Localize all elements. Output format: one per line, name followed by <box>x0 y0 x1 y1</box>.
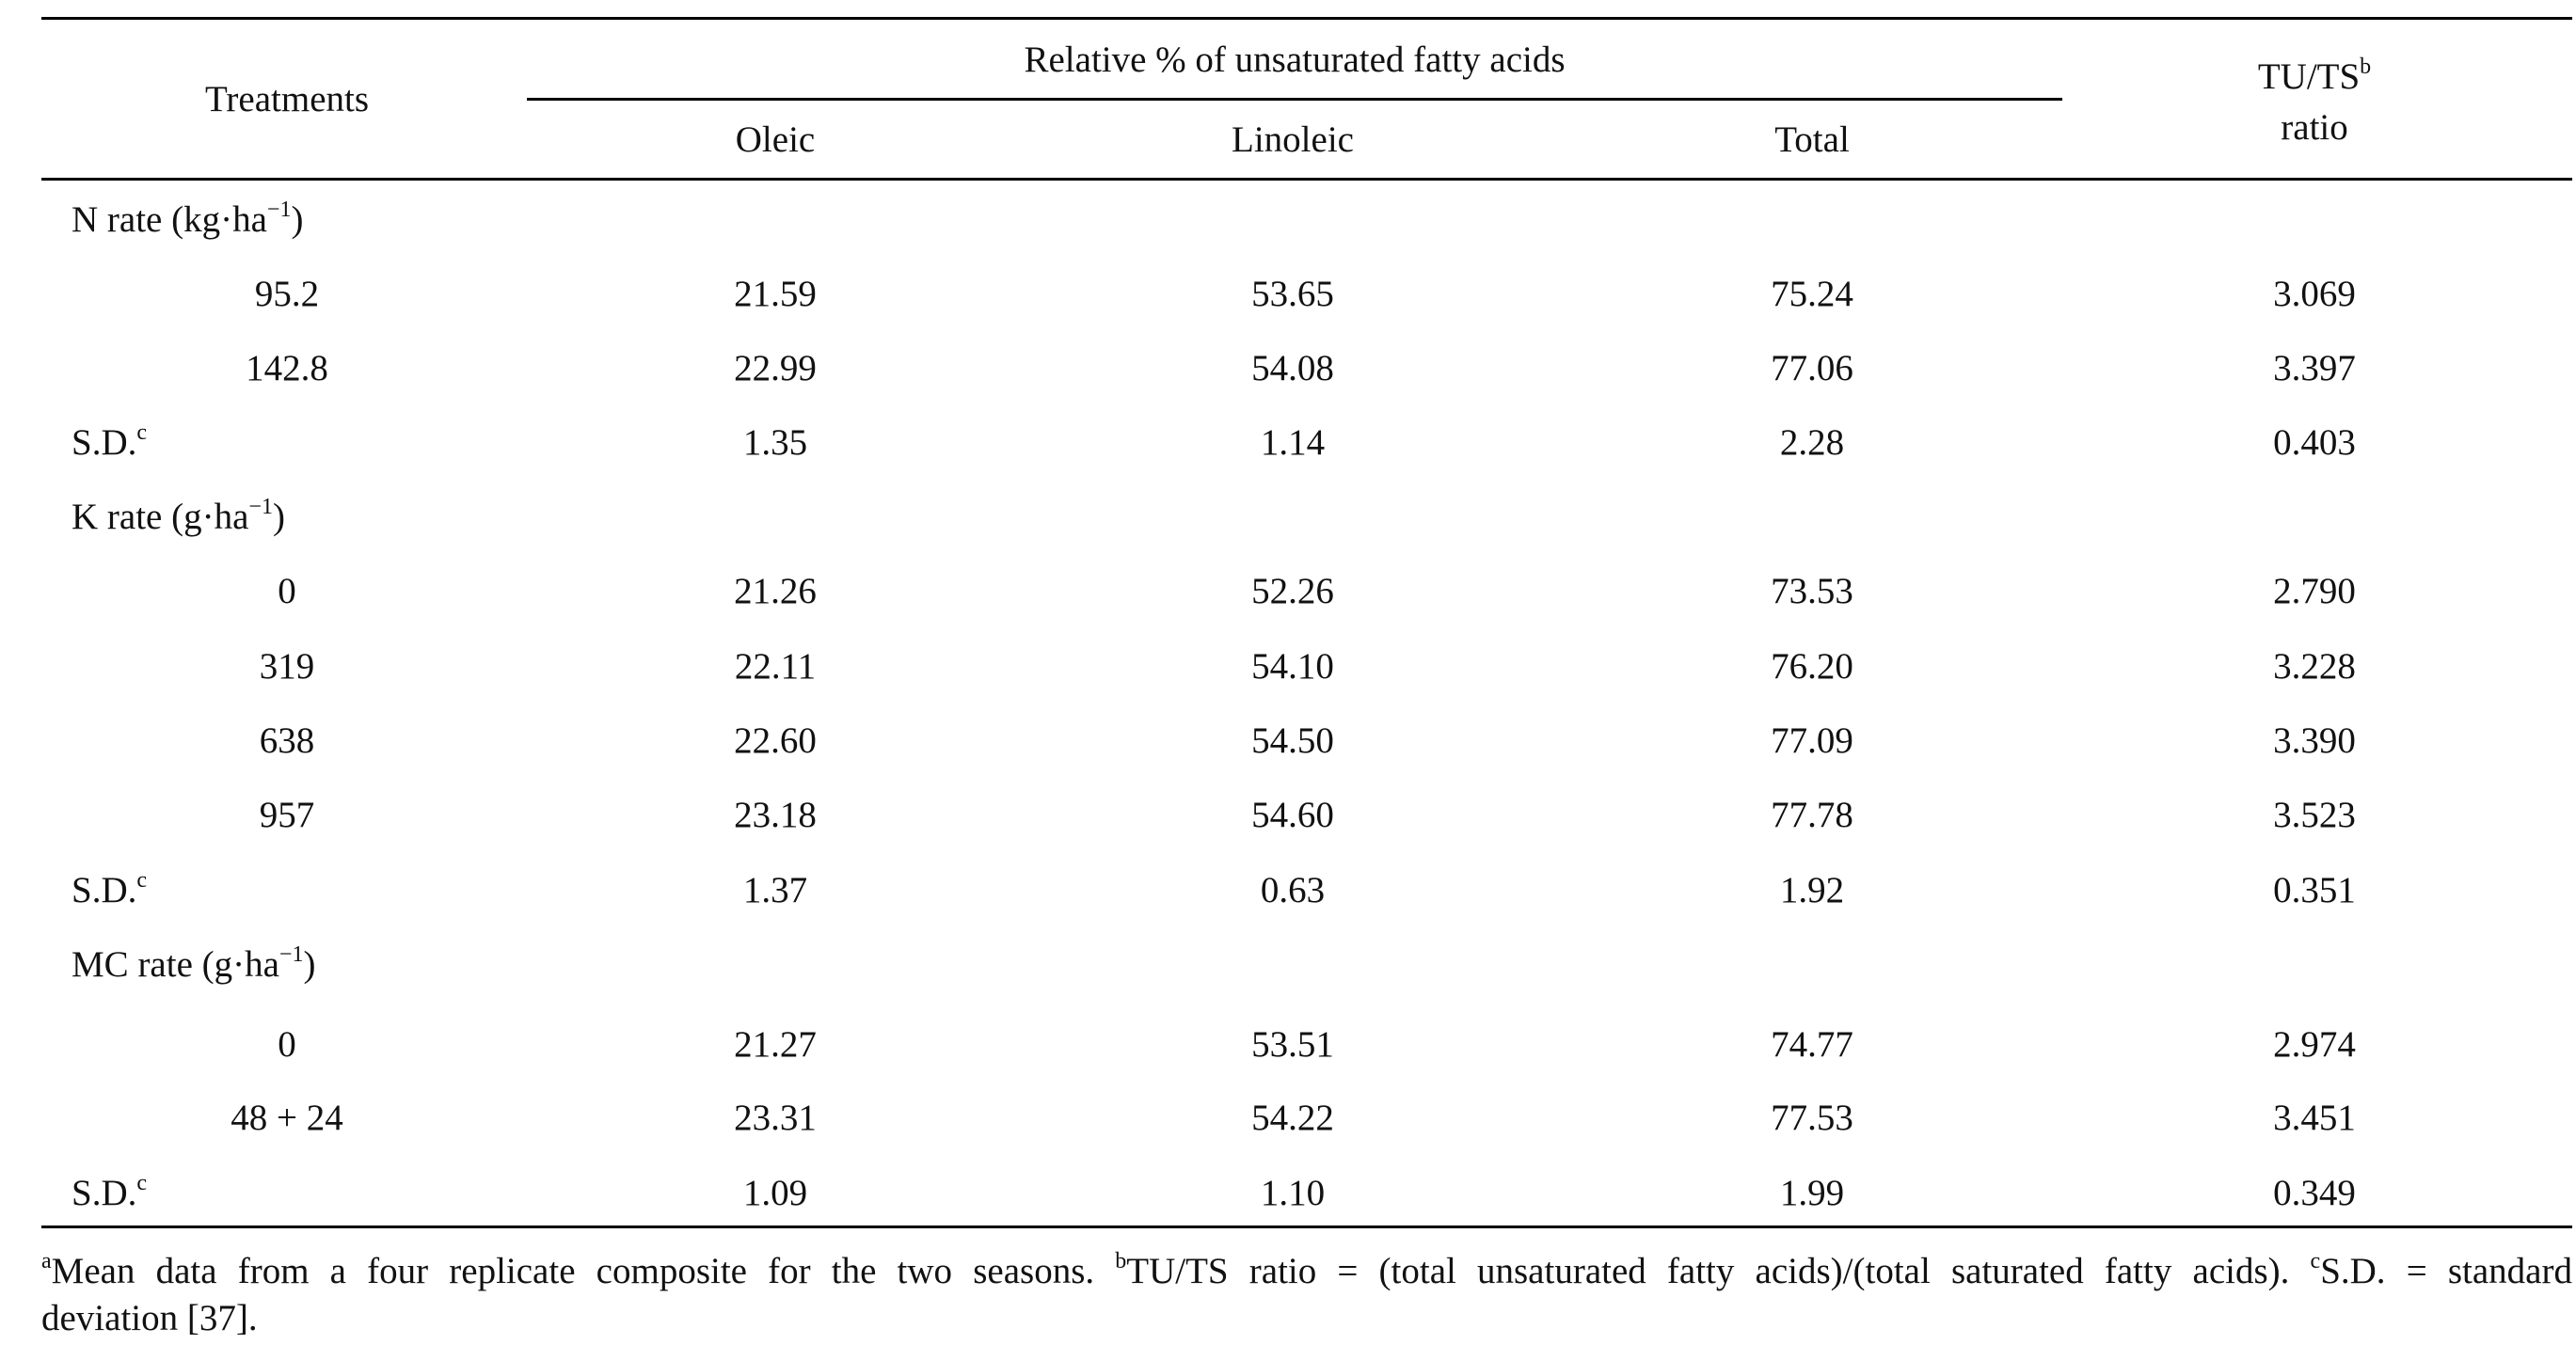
cell-linoleic: 54.50 <box>1251 720 1334 761</box>
cell-linoleic: 54.22 <box>1251 1098 1334 1138</box>
footnote-marker: c <box>136 1171 148 1195</box>
cell-oleic: 23.31 <box>734 1098 817 1138</box>
header-bottom-rule <box>41 178 2572 181</box>
cell-ratio: 3.228 <box>2273 646 2356 687</box>
cell-total: 76.20 <box>1771 646 1853 687</box>
column-header-ratio: TU/TSb <box>2257 55 2372 97</box>
section-label-n-rate: N rate (kg·ha−1) <box>72 198 304 240</box>
sd-label-text: S.D. <box>72 1173 137 1213</box>
section-label-text: MC rate (g·ha <box>72 944 279 985</box>
unit-exponent: −1 <box>266 198 292 222</box>
section-label-close: ) <box>291 199 304 240</box>
cell-ratio: 0.349 <box>2273 1173 2356 1213</box>
column-header-treatments: Treatments <box>204 79 370 119</box>
footnote-marker: c <box>2310 1249 2321 1273</box>
cell-treatment: 0 <box>278 571 296 611</box>
table-footnote-line1: aMean data from a four replicate composi… <box>41 1248 2572 1300</box>
table-bottom-rule <box>41 1226 2572 1228</box>
group-header-rule <box>527 98 2062 101</box>
cell-treatment: 319 <box>259 646 315 687</box>
footnote-marker: c <box>136 868 148 893</box>
cell-oleic: 21.26 <box>734 571 817 611</box>
cell-oleic: 1.09 <box>742 1173 808 1213</box>
footnote-marker: b <box>2360 55 2372 79</box>
cell-ratio: 3.069 <box>2273 274 2356 314</box>
cell-ratio: 3.390 <box>2273 720 2356 761</box>
cell-oleic: 21.59 <box>734 274 817 314</box>
ratio-header-text: TU/TS <box>2257 56 2361 97</box>
section-label-close: ) <box>272 497 285 537</box>
cell-treatment: 142.8 <box>246 348 328 388</box>
cell-treatment: 48 + 24 <box>231 1098 343 1138</box>
sd-label-text: S.D. <box>72 422 137 463</box>
unit-exponent: −1 <box>248 495 273 519</box>
cell-linoleic: 0.63 <box>1260 870 1326 910</box>
column-header-total: Total <box>1774 119 1850 160</box>
cell-linoleic: 54.08 <box>1251 348 1334 388</box>
unit-exponent: −1 <box>278 942 304 967</box>
cell-linoleic: 53.51 <box>1251 1024 1334 1065</box>
cell-treatment: 638 <box>259 720 315 761</box>
sd-label: S.D.c <box>72 421 147 463</box>
column-header-linoleic: Linoleic <box>1232 119 1354 160</box>
cell-total: 1.92 <box>1779 870 1845 910</box>
cell-total: 2.28 <box>1779 422 1845 463</box>
cell-linoleic: 53.65 <box>1251 274 1334 314</box>
section-label-k-rate: K rate (g·ha−1) <box>72 495 285 537</box>
cell-ratio: 3.523 <box>2273 795 2356 835</box>
cell-ratio: 3.451 <box>2273 1098 2356 1138</box>
footnote-marker: c <box>136 420 148 445</box>
cell-total: 73.53 <box>1771 571 1853 611</box>
cell-ratio: 0.351 <box>2273 870 2356 910</box>
footnote-b-text: TU/TS ratio = (total unsaturated fatty a… <box>1126 1251 2311 1291</box>
cell-total: 77.53 <box>1771 1098 1853 1138</box>
sd-label: S.D.c <box>72 1172 147 1213</box>
cell-linoleic: 1.14 <box>1260 422 1326 463</box>
sd-label: S.D.c <box>72 869 147 910</box>
cell-oleic: 22.60 <box>734 720 817 761</box>
cell-linoleic: 54.60 <box>1251 795 1334 835</box>
cell-total: 1.99 <box>1779 1173 1845 1213</box>
table-top-rule <box>41 17 2572 20</box>
cell-oleic: 23.18 <box>734 795 817 835</box>
column-header-oleic: Oleic <box>735 119 816 160</box>
cell-oleic: 22.11 <box>734 646 817 687</box>
cell-treatment: 95.2 <box>254 274 320 314</box>
cell-total: 77.06 <box>1771 348 1853 388</box>
cell-total: 75.24 <box>1771 274 1853 314</box>
cell-linoleic: 54.10 <box>1251 646 1334 687</box>
cell-ratio: 2.974 <box>2273 1024 2356 1065</box>
cell-oleic: 1.35 <box>742 422 808 463</box>
section-label-mc-rate: MC rate (g·ha−1) <box>72 943 316 985</box>
cell-treatment: 957 <box>259 795 315 835</box>
cell-oleic: 21.27 <box>734 1024 817 1065</box>
table-footnote-line2: deviation [37]. <box>41 1298 258 1338</box>
cell-linoleic: 1.10 <box>1260 1173 1326 1213</box>
column-group-header: Relative % of unsaturated fatty acids <box>1024 40 1566 80</box>
cell-ratio: 2.790 <box>2273 571 2356 611</box>
cell-oleic: 1.37 <box>742 870 808 910</box>
sd-label-text: S.D. <box>72 870 137 910</box>
column-header-ratio-line2: ratio <box>2281 107 2348 148</box>
cell-ratio: 0.403 <box>2273 422 2356 463</box>
footnote-marker: b <box>1115 1249 1127 1273</box>
cell-oleic: 22.99 <box>734 348 817 388</box>
cell-linoleic: 52.26 <box>1251 571 1334 611</box>
section-label-close: ) <box>303 944 316 985</box>
cell-total: 77.09 <box>1771 720 1853 761</box>
cell-treatment: 0 <box>278 1024 296 1065</box>
cell-total: 74.77 <box>1771 1024 1853 1065</box>
cell-total: 77.78 <box>1771 795 1853 835</box>
section-label-text: K rate (g·ha <box>72 497 249 537</box>
footnote-c-text: S.D. = standard <box>2320 1251 2572 1291</box>
cell-ratio: 3.397 <box>2273 348 2356 388</box>
footnote-marker: a <box>41 1249 52 1273</box>
footnote-a-text: Mean data from a four replicate composit… <box>51 1251 1116 1291</box>
section-label-text: N rate (kg·ha <box>72 199 267 240</box>
